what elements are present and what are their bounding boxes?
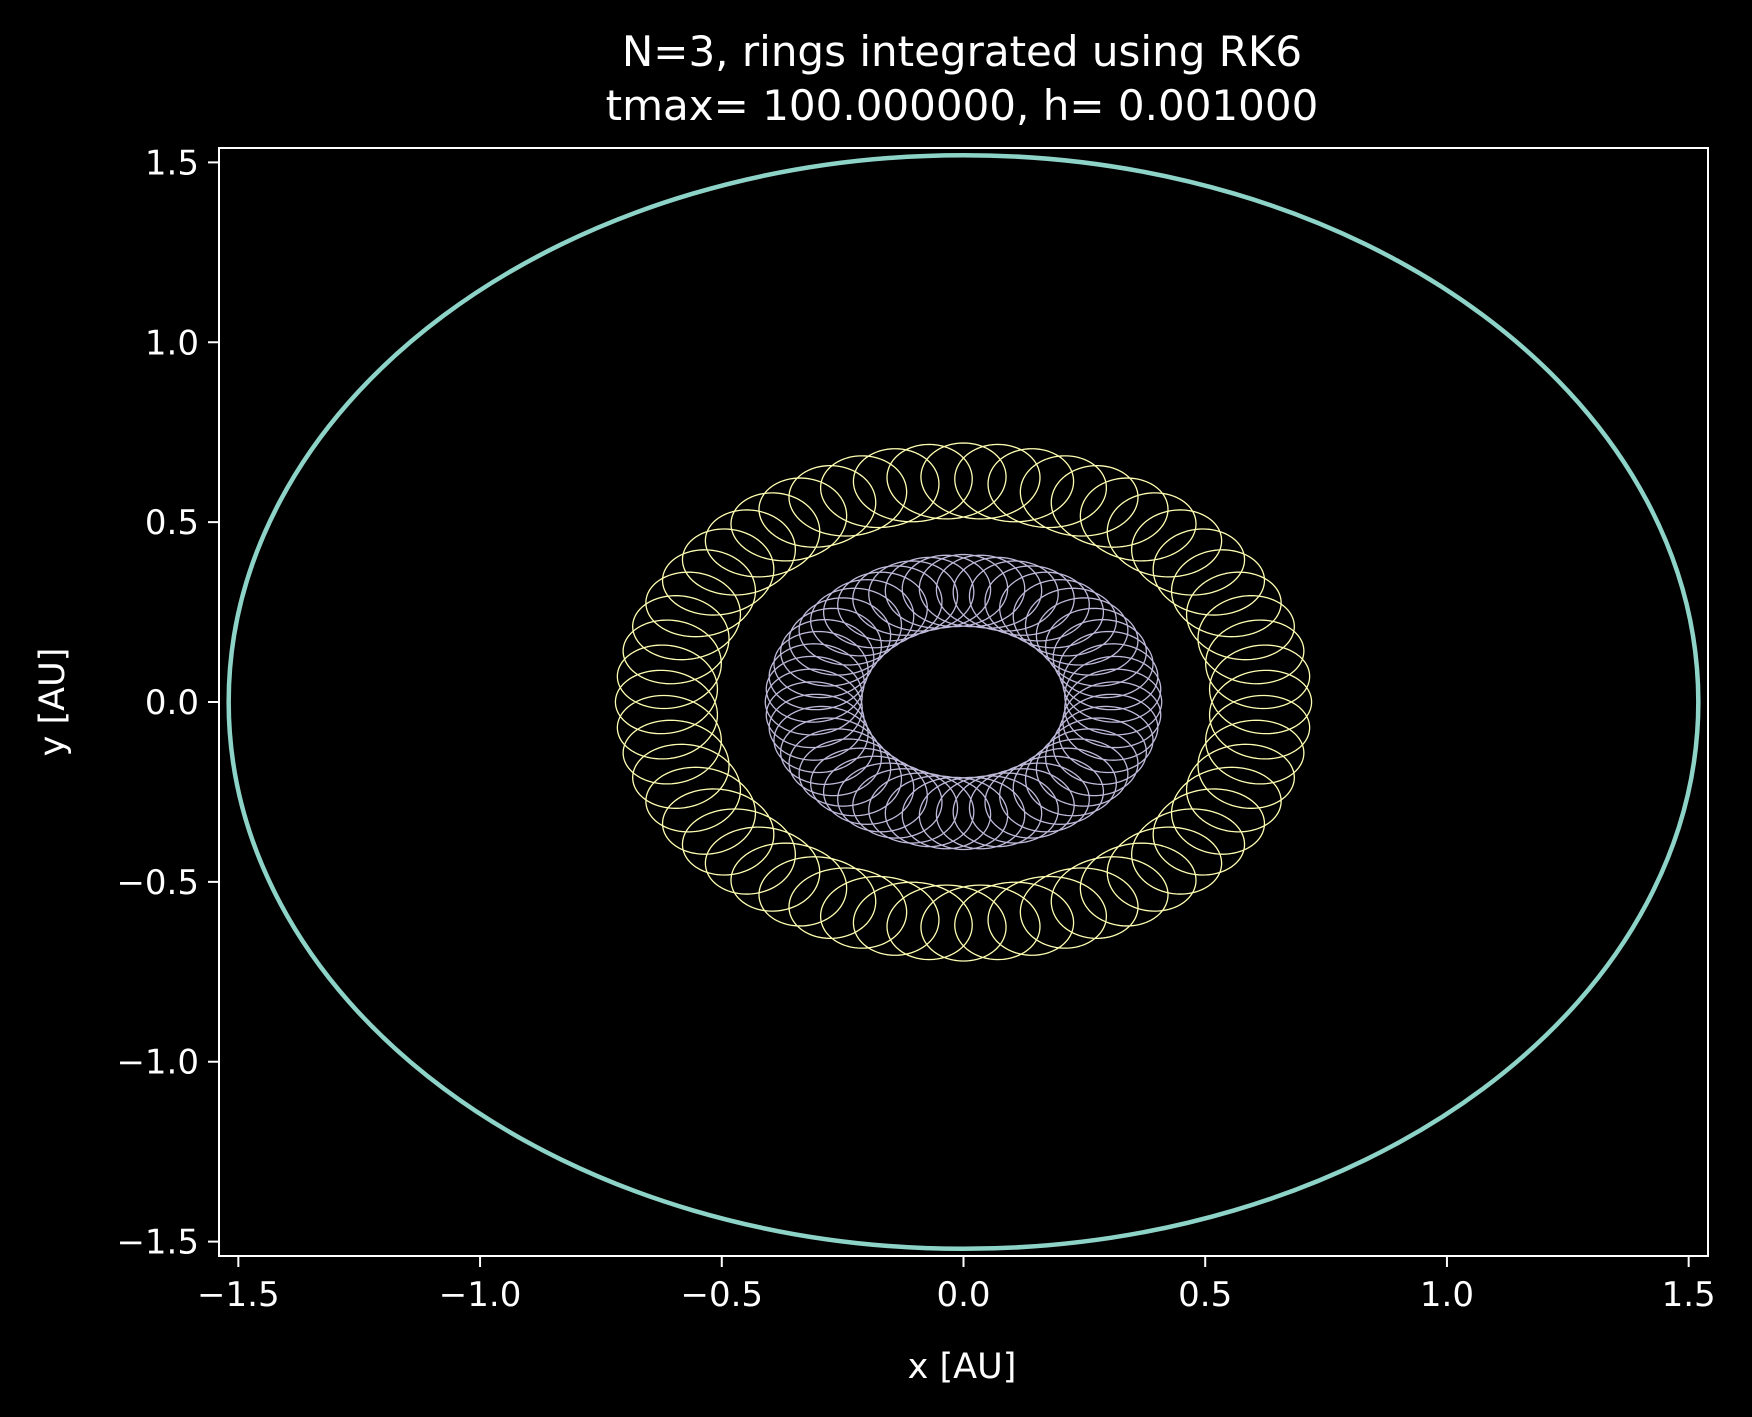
x-tick-label: −0.5 bbox=[680, 1275, 763, 1315]
x-axis-label: x [AU] bbox=[908, 1347, 1017, 1387]
x-tick-label: 1.5 bbox=[1662, 1275, 1716, 1315]
x-tick-label: 0.0 bbox=[936, 1275, 990, 1315]
y-axis-label: y [AU] bbox=[33, 648, 73, 757]
x-axis-ticks: −1.5 −1.0 −0.5 0.0 0.5 1.0 1.5 bbox=[197, 1256, 1716, 1315]
x-tick-label: 0.5 bbox=[1178, 1275, 1232, 1315]
y-tick-label: 0.0 bbox=[145, 683, 199, 723]
y-tick-label: −1.0 bbox=[116, 1043, 199, 1083]
x-tick-label: 1.0 bbox=[1420, 1275, 1474, 1315]
series-layer bbox=[226, 152, 1701, 1252]
x-tick-label: −1.5 bbox=[197, 1275, 280, 1315]
y-tick-label: 1.0 bbox=[145, 323, 199, 363]
y-tick-label: 1.5 bbox=[145, 143, 199, 183]
y-tick-label: −1.5 bbox=[116, 1223, 199, 1263]
y-tick-label: −0.5 bbox=[116, 863, 199, 903]
orbit-series-1 bbox=[226, 152, 1701, 1252]
orbit-series-2 bbox=[614, 442, 1313, 962]
y-tick-label: 0.5 bbox=[145, 503, 199, 543]
chart-subtitle: tmax= 100.000000, h= 0.001000 bbox=[606, 81, 1319, 130]
orbit-series-3 bbox=[764, 553, 1163, 851]
x-tick-label: −1.0 bbox=[439, 1275, 522, 1315]
chart-title: N=3, rings integrated using RK6 bbox=[622, 27, 1302, 76]
y-axis-ticks: −1.5 −1.0 −0.5 0.0 0.5 1.0 1.5 bbox=[116, 143, 219, 1263]
